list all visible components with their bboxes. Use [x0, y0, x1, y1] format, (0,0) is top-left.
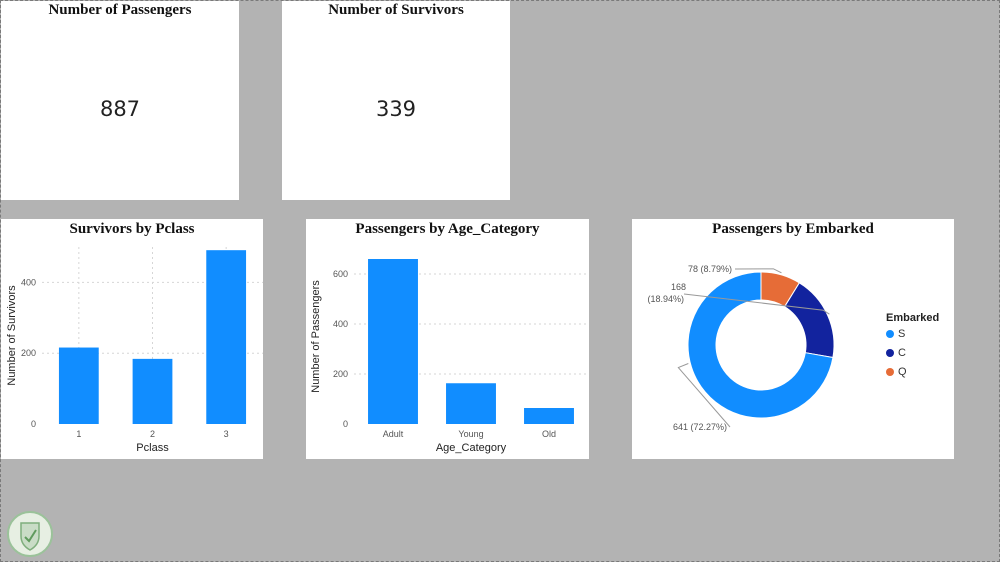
y-tick-label: 400 — [21, 277, 36, 287]
donut-slice-c — [783, 282, 835, 359]
passengers-by-embarked-chart: 78 (8.79%)168 (18.94%) 641 (72.27%) — [647, 264, 835, 432]
kpi-title-survivors: Number of Survivors — [328, 2, 464, 18]
data-label-c-percent: (18.94%) — [647, 294, 684, 304]
x-axis-title: Pclass — [136, 442, 169, 454]
kpi-card-passengers[interactable]: Number of Passengers 887 — [1, 1, 239, 200]
watermark-logo-icon — [7, 511, 53, 557]
bar-young — [446, 383, 496, 424]
legend-title: Embarked — [886, 312, 940, 324]
passengers-by-age-category-card[interactable]: Passengers by Age_Category 0 200 400 600 Adu… — [306, 219, 589, 459]
x-tick-label: 2 — [150, 429, 155, 439]
y-tick-label: 200 — [333, 369, 348, 379]
legend-label-q: Q — [898, 366, 907, 378]
kpi-value-survivors: 339 — [375, 97, 417, 121]
y-tick-label: 0 — [343, 419, 348, 429]
survivors-by-pclass-card[interactable]: Survivors by Pclass 0 200 400 1 2 3 Pclass Numb… — [1, 219, 263, 459]
kpi-card-survivors[interactable]: Number of Survivors 339 — [282, 1, 510, 200]
x-tick-label: 3 — [224, 429, 229, 439]
y-tick-label: 600 — [333, 269, 348, 279]
y-axis-title: Number of Survivors — [6, 285, 18, 386]
x-tick-label: Young — [458, 429, 483, 439]
legend-item-s[interactable]: S — [886, 328, 905, 340]
bar-3 — [206, 250, 247, 424]
bar-old — [524, 408, 574, 424]
y-tick-label: 200 — [21, 348, 36, 358]
x-axis-title: Age_Category — [436, 442, 507, 454]
bar-1 — [58, 347, 99, 424]
legend-item-q[interactable]: Q — [886, 366, 907, 378]
x-tick-label: Adult — [383, 429, 404, 439]
chart-title: Survivors by Pclass — [69, 221, 195, 237]
passengers-by-embarked-card[interactable]: Passengers by Embarked 78 (8.79%) 168 (18.… — [632, 219, 954, 459]
x-tick-label: 1 — [76, 429, 81, 439]
kpi-title-passengers: Number of Passengers — [48, 2, 192, 18]
kpi-value-passengers: 887 — [99, 97, 141, 121]
legend-label-s: S — [898, 328, 906, 340]
survivors-by-pclass-chart: 0 200 400 1 2 3 Pclass Number of Survivors — [6, 247, 263, 454]
leader-line-q — [734, 268, 782, 274]
data-label-q: 78 (8.79%) — [688, 264, 732, 274]
bar-adult — [368, 259, 418, 424]
legend-swatch-q — [886, 368, 894, 376]
passengers-by-age-category-chart: 0 200 400 600 Adult Young Old Age_Category Numbe… — [310, 259, 588, 454]
legend-swatch-c — [886, 349, 894, 357]
y-tick-label: 400 — [333, 319, 348, 329]
leader-line-s — [677, 363, 731, 428]
legend-swatch-s — [886, 330, 894, 338]
bar-2 — [132, 358, 173, 424]
legend-item-c[interactable]: C — [886, 347, 906, 359]
legend-label-c: C — [898, 347, 906, 359]
data-label-c: 168 — [671, 282, 686, 292]
chart-title: Passengers by Embarked — [712, 221, 874, 237]
chart-title: Passengers by Age_Category — [355, 221, 540, 237]
x-tick-label: Old — [542, 429, 556, 439]
leader-line-c — [683, 293, 830, 315]
donut-slice-s — [687, 271, 834, 419]
data-label-s: 641 (72.27%) — [673, 422, 727, 432]
y-axis-title: Number of Passengers — [310, 280, 322, 393]
y-tick-label: 0 — [31, 419, 36, 429]
